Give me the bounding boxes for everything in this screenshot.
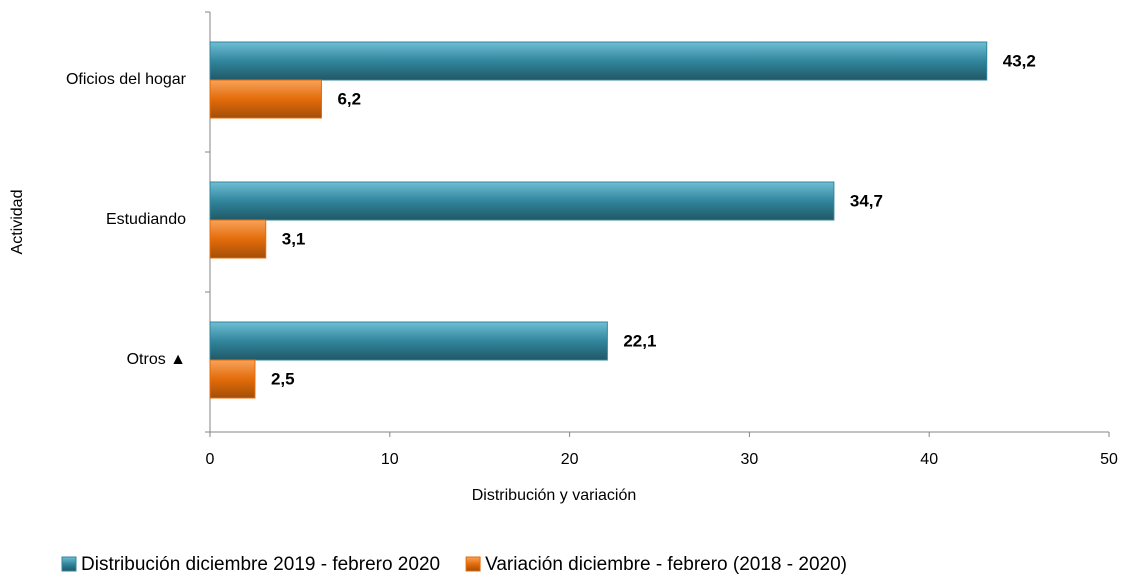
value-label: 43,2 xyxy=(1003,51,1036,70)
bar xyxy=(209,181,835,221)
legend-label: Variación diciembre - febrero (2018 - 20… xyxy=(485,554,847,574)
legend-label: Distribución diciembre 2019 - febrero 20… xyxy=(81,554,440,574)
x-tick-label: 40 xyxy=(920,451,938,468)
value-label: 2,5 xyxy=(271,369,295,388)
x-tick-label: 20 xyxy=(561,451,579,468)
value-label: 34,7 xyxy=(850,191,883,210)
y-tick-label: Estudiando xyxy=(106,211,186,228)
y-tick-label: Otros ▲ xyxy=(127,351,186,368)
y-axis-title: Actividad xyxy=(9,190,26,255)
value-label: 6,2 xyxy=(337,89,361,108)
x-axis-title: Distribución y variación xyxy=(472,487,637,504)
legend-swatch xyxy=(465,556,481,572)
legend-swatch xyxy=(61,556,77,572)
x-tick-label: 30 xyxy=(741,451,759,468)
bar xyxy=(209,321,608,361)
value-label: 3,1 xyxy=(282,229,306,248)
x-tick-label: 10 xyxy=(381,451,399,468)
bar xyxy=(209,359,256,399)
x-tick-label: 0 xyxy=(206,451,215,468)
bar xyxy=(209,41,988,81)
x-tick-label: 50 xyxy=(1100,451,1118,468)
bar xyxy=(209,79,322,119)
y-tick-label: Oficios del hogar xyxy=(66,71,187,88)
bar xyxy=(209,219,267,259)
value-label: 22,1 xyxy=(623,331,656,350)
